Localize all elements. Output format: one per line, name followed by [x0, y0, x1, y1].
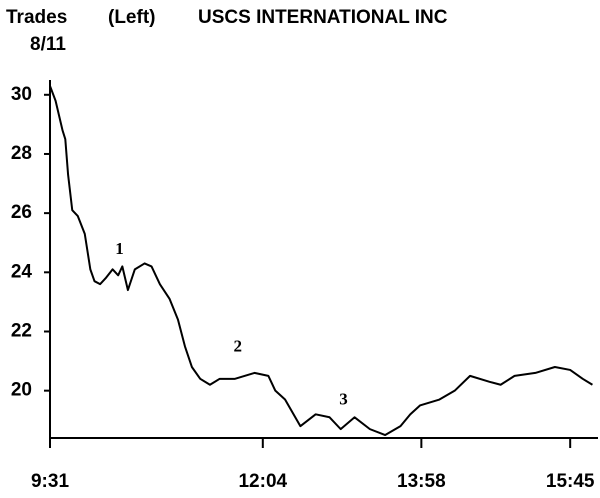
x-tick-label: 9:31 — [31, 471, 69, 492]
annotation: 1 — [115, 239, 124, 258]
y-tick-label: 30 — [11, 84, 32, 105]
y-tick-label: 26 — [11, 202, 32, 223]
date: 8/11 — [30, 34, 66, 55]
x-tick-label: 12:04 — [238, 471, 287, 492]
chart-title: USCS INTERNATIONAL INC — [198, 7, 448, 28]
y-tick-label: 22 — [11, 321, 32, 342]
y-tick-label: 28 — [11, 143, 32, 164]
series-label: Trades — [6, 7, 67, 28]
x-tick-label: 15:45 — [546, 471, 595, 492]
y-tick-label: 24 — [11, 261, 33, 282]
y-tick-label: 20 — [11, 380, 32, 401]
price-line — [49, 85, 593, 437]
axis-side: (Left) — [108, 7, 155, 28]
annotation: 3 — [339, 390, 348, 409]
x-tick-label: 13:58 — [397, 471, 446, 492]
annotation: 2 — [234, 336, 243, 355]
